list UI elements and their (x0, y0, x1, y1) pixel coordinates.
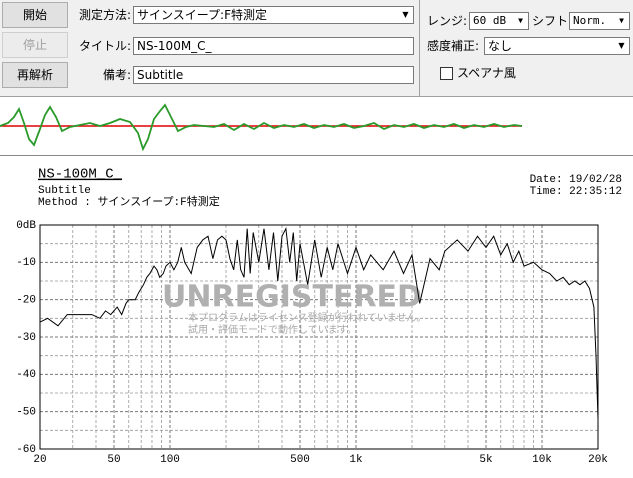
title-label: タイトル: (78, 39, 131, 53)
shift-select[interactable]: Norm. ▼ (569, 12, 630, 30)
spectrum-checkbox[interactable] (440, 67, 453, 80)
start-button[interactable]: 開始 (2, 2, 68, 28)
x-tick-label: 20k (588, 454, 608, 466)
notice-text: 試用・評価モードで動作しています。 (188, 323, 357, 336)
notice-text: 本プログラムはライセンス登録が行われていません。 (188, 311, 426, 324)
note-label: 備考: (102, 68, 131, 82)
dropdown-arrow: ▼ (618, 41, 625, 50)
y-tick-label: -40 (16, 369, 36, 381)
x-tick-label: 1k (349, 454, 363, 466)
date-text: Date: 19/02/28 (530, 174, 622, 186)
separator (419, 0, 420, 96)
stop-button: 停止 (2, 32, 68, 58)
chart: NS-100M_C_ Subtitle Method : サインスイープ:F特測… (0, 155, 633, 466)
range-select[interactable]: 60 dB ▼ (469, 12, 529, 30)
chart-subtitle: Subtitle (38, 185, 91, 197)
dropdown-arrow: ▼ (619, 16, 624, 25)
toolbar: 開始 停止 再解析 測定方法: サインスイープ:F特測定 ▼ タイトル: NS-1… (0, 0, 633, 97)
waveform (0, 103, 523, 152)
shift-value: Norm. (573, 14, 607, 27)
method-value: サインスイープ:F特測定 (137, 8, 267, 22)
note-input[interactable]: Subtitle (133, 66, 414, 84)
x-tick-label: 10k (532, 454, 552, 466)
watermark: UNREGISTERED (162, 280, 422, 315)
waveform-trace (0, 103, 523, 152)
spectrum-checkbox-label: スペアナ風 (457, 66, 516, 80)
y-tick-label: -50 (16, 407, 36, 419)
time-text: Time: 22:35:12 (530, 186, 622, 198)
chart-title: NS-100M_C_ (38, 167, 123, 183)
correction-label: 感度補正: (427, 39, 480, 53)
method-label: 測定方法: (78, 8, 131, 22)
y-tick-label: -60 (16, 444, 36, 456)
method-select[interactable]: サインスイープ:F特測定 ▼ (133, 6, 414, 24)
x-tick-label: 50 (107, 454, 120, 466)
range-value: 60 dB (473, 14, 507, 27)
y-tick-label: -30 (16, 332, 36, 344)
y-tick-label: 0dB (16, 220, 36, 232)
plot-frame (39, 224, 599, 450)
reanalyze-button[interactable]: 再解析 (2, 62, 68, 88)
x-tick-label: 100 (160, 454, 180, 466)
shift-label: シフト: (532, 14, 573, 28)
response-line (39, 227, 599, 420)
title-input[interactable]: NS-100M_C_ (133, 37, 414, 55)
x-tick-label: 20 (33, 454, 46, 466)
dropdown-arrow: ▼ (402, 10, 409, 19)
y-tick-label: -10 (16, 257, 36, 269)
y-tick-label: -20 (16, 295, 36, 307)
x-tick-label: 500 (290, 454, 310, 466)
dropdown-arrow: ▼ (518, 16, 523, 25)
range-label: レンジ: (427, 14, 468, 28)
x-tick-label: 5k (479, 454, 493, 466)
method-text: Method : サインスイープ:F特測定 (38, 194, 220, 209)
correction-value: なし (488, 39, 513, 53)
correction-select[interactable]: なし ▼ (484, 37, 630, 55)
